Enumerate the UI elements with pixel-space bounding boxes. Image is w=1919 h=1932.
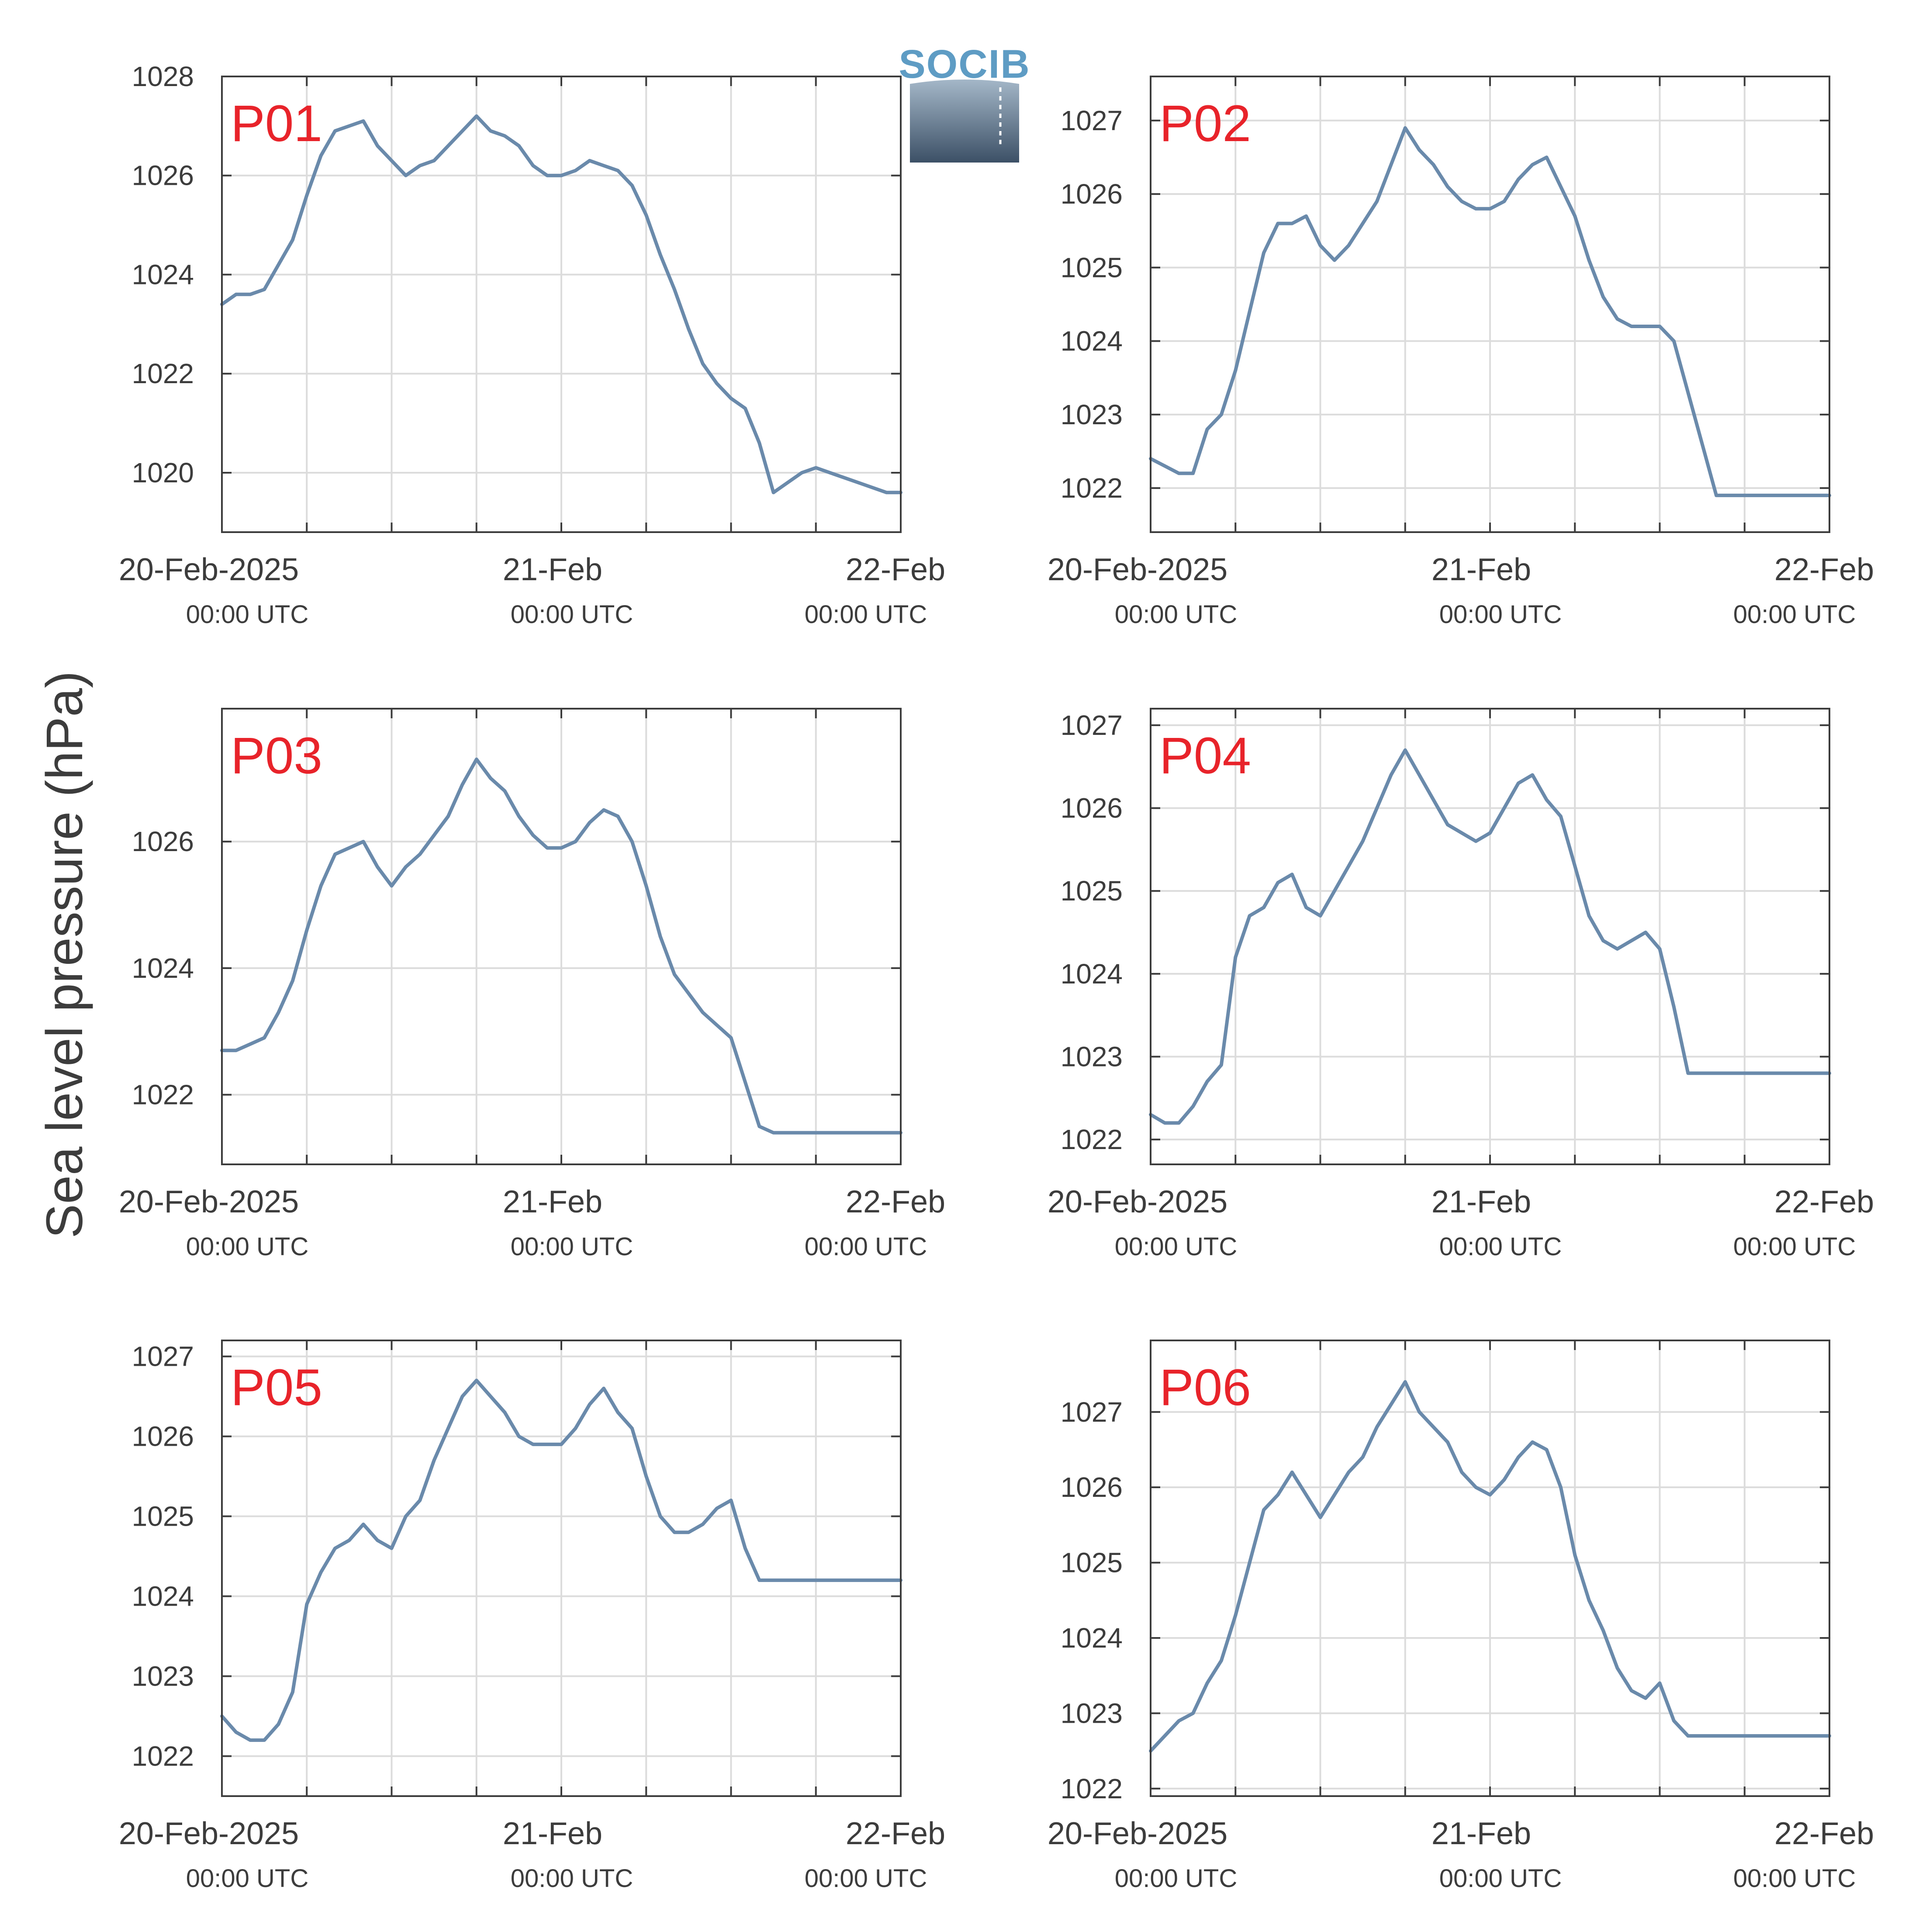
y-tick-label: 1025 — [1061, 1547, 1123, 1579]
x-tick-date-label: 22-Feb — [846, 1816, 945, 1851]
y-axis-label: Sea level pressure (hPa) — [36, 671, 93, 1239]
series-line — [1149, 1380, 1831, 1753]
panel-title: P02 — [1159, 95, 1251, 152]
y-tick-label: 1022 — [132, 1741, 194, 1772]
x-tick-date-label: 21-Feb — [1431, 1184, 1531, 1219]
panel-p04: 1022 1023 1024 1025 1026 1027 20-Feb-2025 21-Fe… — [1048, 708, 1874, 1261]
y-tick-label: 1022 — [1061, 472, 1123, 504]
x-tick-date-label: 22-Feb — [846, 552, 945, 587]
series-line — [1149, 126, 1831, 497]
x-tick-time-label: 00:00 UTC — [1115, 600, 1237, 629]
socib-logo-text: SOCIB — [899, 42, 1030, 87]
x-tick-time-label: 00:00 UTC — [1439, 1864, 1562, 1893]
y-tick-label: 1023 — [1061, 1041, 1123, 1072]
y-tick-label: 1024 — [132, 952, 194, 984]
x-tick-time-label: 00:00 UTC — [1115, 1233, 1237, 1261]
x-tick-date-label: 21-Feb — [503, 552, 602, 587]
x-tick-date-label: 21-Feb — [503, 1184, 602, 1219]
y-tick-label: 1024 — [132, 1581, 194, 1612]
y-tick-label: 1024 — [1061, 325, 1123, 357]
y-tick-label: 1022 — [132, 1079, 194, 1111]
panel-p06: 1022 1023 1024 1025 1026 1027 20-Feb-2025 21-Fe… — [1048, 1340, 1874, 1893]
panel-p03: 1022 1024 1026 20-Feb-2025 21-Feb 22-Feb 00:00… — [119, 708, 945, 1261]
panel-title: P05 — [231, 1359, 322, 1416]
y-tick-label: 1027 — [1061, 1396, 1123, 1428]
y-tick-label: 1020 — [132, 457, 194, 488]
y-tick-label: 1025 — [1061, 875, 1123, 907]
y-tick-label: 1028 — [132, 61, 194, 92]
x-tick-date-label: 21-Feb — [1431, 552, 1531, 587]
y-tick-label: 1022 — [1061, 1773, 1123, 1804]
x-tick-time-label: 00:00 UTC — [186, 600, 308, 629]
x-tick-date-label: 20-Feb-2025 — [1048, 1184, 1227, 1219]
y-tick-label: 1022 — [132, 358, 194, 389]
x-tick-date-label: 20-Feb-2025 — [1048, 552, 1227, 587]
series-line — [1149, 748, 1831, 1125]
x-tick-time-label: 00:00 UTC — [511, 1233, 633, 1261]
y-tick-label: 1026 — [132, 160, 194, 191]
y-tick-label: 1026 — [132, 1421, 194, 1452]
socib-logo-wave — [910, 80, 1019, 163]
x-tick-date-label: 21-Feb — [503, 1816, 602, 1851]
x-tick-time-label: 00:00 UTC — [1439, 600, 1562, 629]
y-tick-label: 1027 — [1061, 710, 1123, 741]
y-tick-label: 1023 — [132, 1661, 194, 1692]
y-tick-label: 1023 — [1061, 1697, 1123, 1729]
x-tick-time-label: 00:00 UTC — [805, 1233, 927, 1261]
x-tick-time-label: 00:00 UTC — [1733, 600, 1856, 629]
x-tick-date-label: 22-Feb — [1774, 552, 1874, 587]
x-tick-date-label: 22-Feb — [846, 1184, 945, 1219]
x-tick-time-label: 00:00 UTC — [1733, 1864, 1856, 1893]
y-tick-label: 1026 — [1061, 1472, 1123, 1503]
x-tick-time-label: 00:00 UTC — [1733, 1233, 1856, 1261]
x-tick-date-label: 20-Feb-2025 — [1048, 1816, 1227, 1851]
y-tick-label: 1025 — [1061, 252, 1123, 283]
socib-logo: SOCIB — [899, 42, 1030, 163]
x-tick-date-label: 20-Feb-2025 — [119, 1816, 299, 1851]
series-line — [220, 1378, 902, 1742]
y-tick-label: 1024 — [1061, 1622, 1123, 1654]
y-tick-label: 1027 — [132, 1341, 194, 1372]
x-tick-time-label: 00:00 UTC — [805, 600, 927, 629]
y-tick-label: 1023 — [1061, 399, 1123, 430]
panel-title: P06 — [1159, 1359, 1251, 1416]
x-tick-date-label: 20-Feb-2025 — [119, 1184, 299, 1219]
x-tick-date-label: 22-Feb — [1774, 1184, 1874, 1219]
panel-p02: 1022 1023 1024 1025 1026 1027 20-Feb-2025 21-Fe… — [1048, 76, 1874, 629]
panel-p05: 1022 1023 1024 1025 1026 1027 20-Feb-2025 21-Fe… — [119, 1340, 945, 1893]
panel-title: P04 — [1159, 727, 1251, 785]
y-tick-label: 1024 — [132, 259, 194, 290]
x-tick-date-label: 21-Feb — [1431, 1816, 1531, 1851]
y-tick-label: 1026 — [1061, 793, 1123, 824]
x-tick-time-label: 00:00 UTC — [186, 1864, 308, 1893]
panel-title: P01 — [231, 95, 322, 152]
x-tick-time-label: 00:00 UTC — [1439, 1233, 1562, 1261]
panel-title: P03 — [231, 727, 322, 785]
y-tick-label: 1025 — [132, 1501, 194, 1532]
y-tick-label: 1026 — [132, 826, 194, 857]
y-tick-label: 1026 — [1061, 178, 1123, 210]
x-tick-time-label: 00:00 UTC — [805, 1864, 927, 1893]
x-tick-time-label: 00:00 UTC — [186, 1233, 308, 1261]
x-tick-date-label: 20-Feb-2025 — [119, 552, 299, 587]
x-tick-time-label: 00:00 UTC — [511, 1864, 633, 1893]
panel-p01: 1020 1022 1024 1026 1028 20-Feb-2025 21-Feb 22-… — [119, 61, 945, 629]
x-tick-time-label: 00:00 UTC — [511, 600, 633, 629]
y-tick-label: 1022 — [1061, 1124, 1123, 1155]
y-tick-label: 1027 — [1061, 105, 1123, 136]
series-line — [220, 757, 902, 1135]
y-tick-label: 1024 — [1061, 958, 1123, 990]
series-line — [220, 114, 902, 495]
x-tick-date-label: 22-Feb — [1774, 1816, 1874, 1851]
x-tick-time-label: 00:00 UTC — [1115, 1864, 1237, 1893]
